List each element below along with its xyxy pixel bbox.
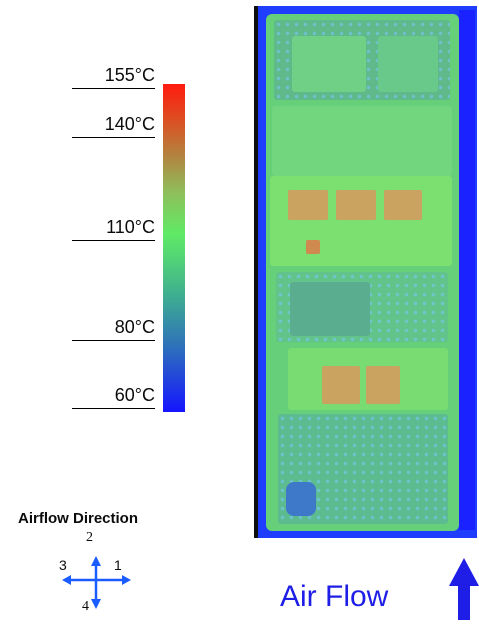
hotspot-upper-1 xyxy=(288,190,328,220)
temp-label-60: 60°C xyxy=(114,385,155,405)
temp-tick-line-140 xyxy=(72,137,155,138)
air-flow-label: Air Flow xyxy=(280,580,389,613)
temp-tick-line-155 xyxy=(72,88,155,89)
hotspot-upper-2 xyxy=(336,190,376,220)
inductor-area xyxy=(272,106,452,176)
connector-block-right xyxy=(378,36,438,92)
temp-tick-line-60 xyxy=(72,408,155,409)
temp-label-155: 155°C xyxy=(104,65,155,85)
temperature-color-scale xyxy=(163,84,185,412)
direction-label-4: 4 xyxy=(82,599,89,614)
bottom-capacitor xyxy=(286,482,316,516)
hotspot-lower-2 xyxy=(366,366,400,404)
board-surface xyxy=(266,14,459,531)
temp-label-110: 110°C xyxy=(106,217,155,237)
airflow-direction-compass-icon xyxy=(62,556,131,609)
temp-tick-line-110 xyxy=(72,240,155,241)
hotspot-small xyxy=(306,240,320,254)
air-flow-arrow-icon xyxy=(449,558,479,620)
board-right-edge xyxy=(459,10,475,530)
temp-tick-line-80 xyxy=(72,340,155,341)
temp-label-80: 80°C xyxy=(114,317,155,337)
direction-label-3: 3 xyxy=(59,557,67,573)
airflow-direction-title: Airflow Direction xyxy=(18,510,139,527)
direction-label-2: 2 xyxy=(86,530,93,545)
direction-label-1: 1 xyxy=(114,557,122,573)
hotspot-upper-3 xyxy=(384,190,422,220)
middle-ic xyxy=(290,282,370,336)
temp-label-140: 140°C xyxy=(104,114,155,134)
connector-block-left xyxy=(292,36,366,92)
hotspot-lower-1 xyxy=(322,366,360,404)
